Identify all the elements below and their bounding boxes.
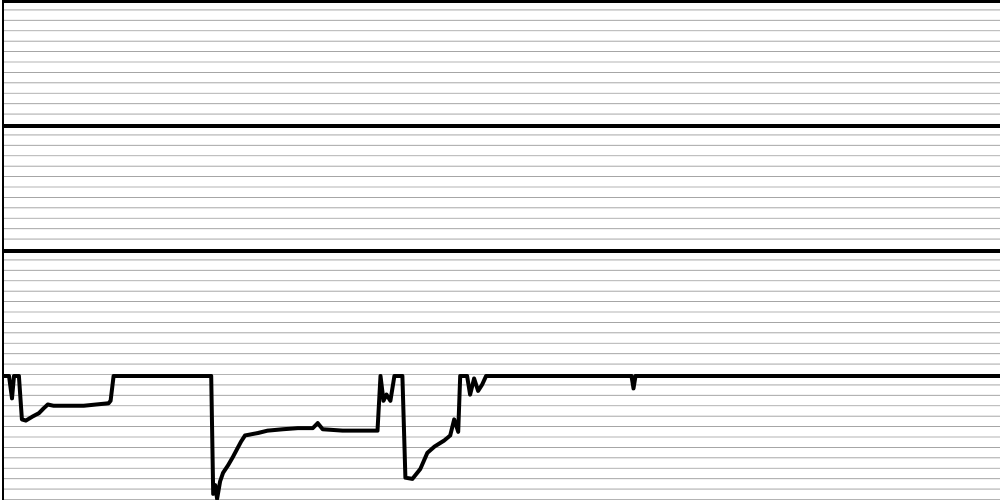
panel-4 bbox=[2, 374, 1000, 500]
series-line-panel-4 bbox=[2, 374, 1000, 500]
panel-1 bbox=[2, 0, 1000, 125]
